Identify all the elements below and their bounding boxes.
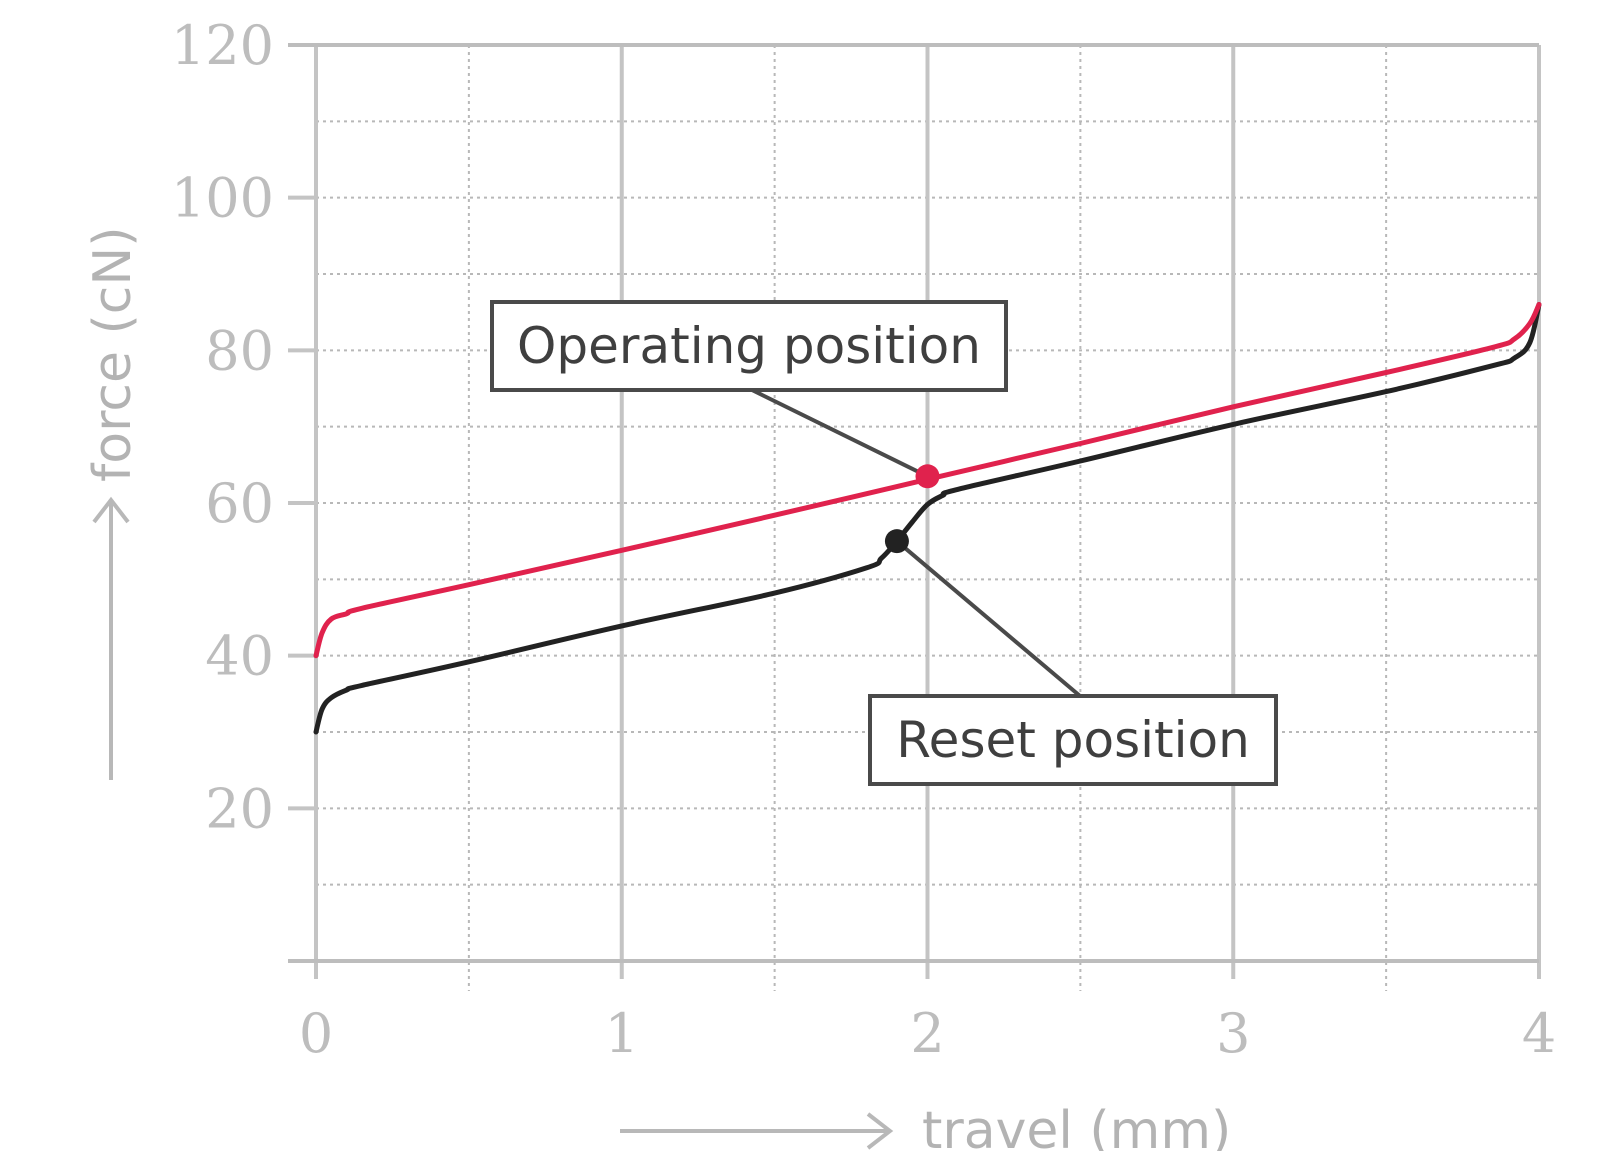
y-tick-label: 120 [171, 14, 274, 77]
series-line-black [313, 302, 1542, 735]
reset-position-marker [884, 529, 909, 554]
x-axis-title: travel (mm) [922, 1101, 1231, 1151]
x-tick-label: 2 [910, 1002, 944, 1065]
y-axis-arrow-head [92, 496, 130, 524]
y-tick-label: 100 [171, 167, 274, 230]
x-axis-title-group: travel (mm) [620, 1101, 1231, 1151]
y-tick-label: 40 [205, 625, 274, 688]
tick-labels: 20 40 60 80 100 120 0 1 2 3 4 [171, 14, 1556, 1065]
x-tick-label: 1 [605, 1002, 639, 1065]
y-axis-title-group: force (cN) [83, 226, 143, 780]
operating-position-box [490, 300, 1008, 392]
x-tick-label: 4 [1522, 1002, 1556, 1065]
x-axis-arrow-head [866, 1112, 894, 1150]
y-axis-title: force (cN) [83, 226, 143, 482]
y-tick-label: 80 [205, 319, 274, 382]
grid [288, 43, 1541, 991]
y-tick-label: 60 [205, 472, 274, 535]
series-lines [313, 302, 1542, 735]
reset-position-label: Reset position [896, 711, 1250, 769]
reset-position-box [868, 694, 1278, 786]
x-tick-label: 0 [299, 1002, 333, 1065]
plot-frame [288, 43, 1539, 963]
operating-position-leader [751, 388, 929, 479]
operating-position-label: Operating position [517, 317, 981, 375]
callouts: Operating position Reset position [490, 300, 1278, 786]
reset-position-leader [895, 539, 1082, 698]
x-tick-label: 3 [1216, 1002, 1250, 1065]
series-line-red [313, 302, 1542, 659]
operating-position-marker [915, 464, 940, 489]
y-tick-label: 20 [205, 777, 274, 840]
